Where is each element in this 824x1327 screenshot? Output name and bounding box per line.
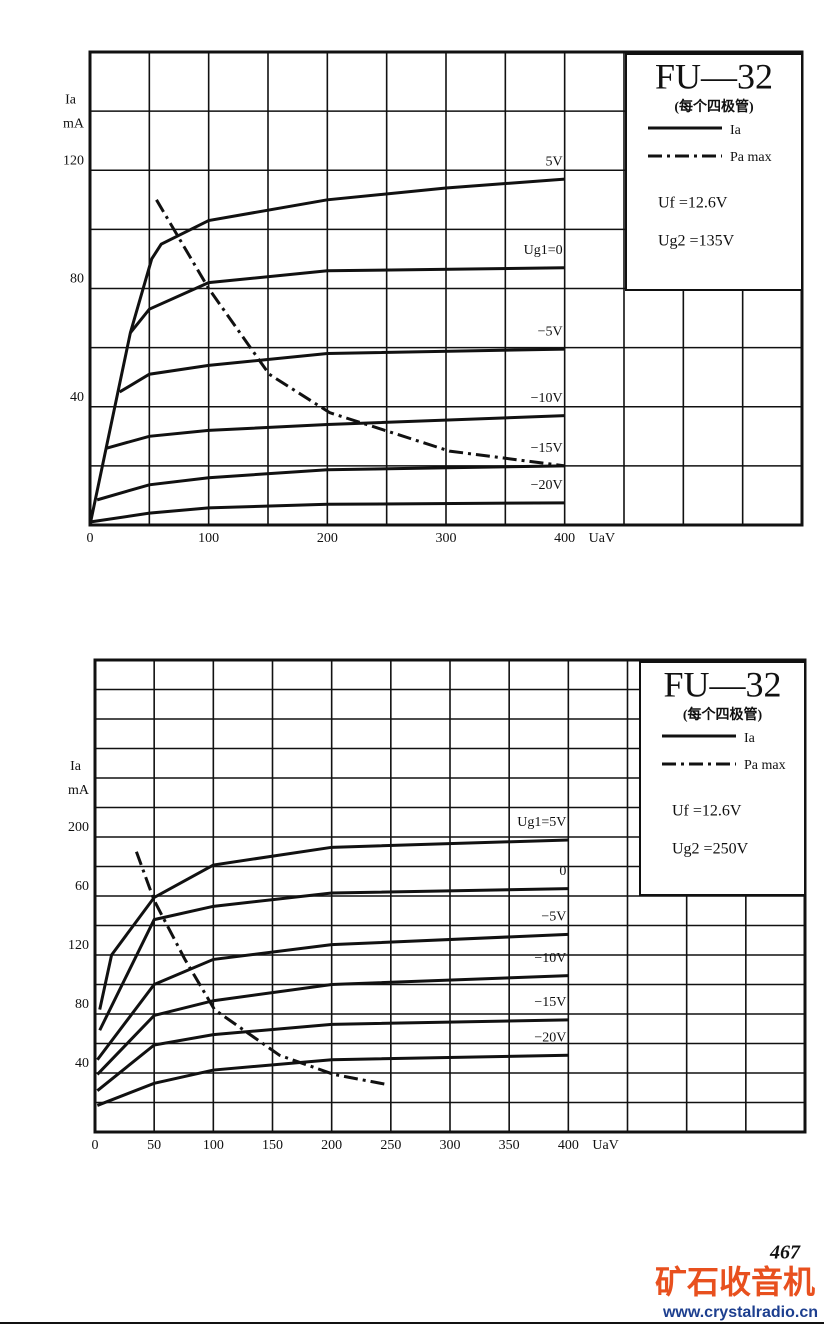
legend-label: Pa max bbox=[744, 758, 786, 773]
x-axis-label: UaV bbox=[589, 531, 615, 546]
x-tick-label: 0 bbox=[87, 531, 94, 546]
site-url: www.crystalradio.cn bbox=[662, 1304, 818, 1321]
curve-label: −5V bbox=[538, 324, 563, 339]
y-tick-label: 80 bbox=[75, 997, 89, 1012]
curve bbox=[106, 414, 565, 450]
annotation: Ug2 =250V bbox=[672, 841, 749, 858]
x-tick-label: 100 bbox=[203, 1138, 224, 1153]
curve-label: −15V bbox=[531, 441, 563, 456]
x-tick-label: 350 bbox=[499, 1138, 520, 1153]
x-axis-label: UaV bbox=[592, 1138, 618, 1153]
curve-label: −10V bbox=[531, 391, 563, 406]
x-tick-label: 300 bbox=[440, 1138, 461, 1153]
chart-title: FU—32 bbox=[655, 56, 773, 96]
logo: 矿石收音机 bbox=[655, 1263, 815, 1301]
curve bbox=[96, 932, 569, 1061]
curve bbox=[96, 974, 569, 1076]
chart-subtitle: (每个四极管) bbox=[683, 706, 763, 723]
curve-label: −20V bbox=[531, 478, 563, 493]
y-tick-label: 40 bbox=[75, 1056, 89, 1071]
x-tick-label: 400 bbox=[558, 1138, 579, 1153]
y-tick-label: 60 bbox=[75, 879, 89, 894]
curve bbox=[96, 1053, 569, 1107]
y-tick-label: 120 bbox=[68, 938, 89, 953]
y-tick-label: 200 bbox=[68, 820, 89, 835]
curve-label: Ug1=5V bbox=[517, 815, 566, 830]
x-tick-label: 200 bbox=[317, 531, 338, 546]
x-tick-label: 50 bbox=[147, 1138, 161, 1153]
curve bbox=[88, 177, 565, 526]
curve bbox=[98, 838, 569, 1010]
curve-label: 0 bbox=[559, 864, 566, 879]
curve-label: 5V bbox=[546, 154, 563, 169]
curve-label: −15V bbox=[534, 995, 566, 1010]
curve bbox=[96, 464, 565, 502]
curve bbox=[118, 347, 565, 394]
x-tick-label: 250 bbox=[380, 1138, 401, 1153]
legend-box bbox=[625, 53, 803, 291]
annotation: Uf =12.6V bbox=[658, 195, 728, 212]
curve bbox=[89, 501, 565, 524]
chart-title: FU—32 bbox=[663, 664, 781, 704]
x-tick-label: 150 bbox=[262, 1138, 283, 1153]
curve-label: −10V bbox=[534, 951, 566, 966]
x-tick-label: 400 bbox=[554, 531, 575, 546]
y-axis-unit: mA bbox=[68, 783, 90, 798]
legend-label: Ia bbox=[744, 731, 756, 746]
curve-label: −5V bbox=[541, 910, 566, 925]
y-axis-label: Ia bbox=[65, 92, 77, 107]
y-axis-unit: mA bbox=[63, 116, 85, 131]
annotation: Uf =12.6V bbox=[672, 803, 742, 820]
y-axis-label: Ia bbox=[70, 759, 82, 774]
page-number: 467 bbox=[769, 1242, 801, 1264]
legend-label: Pa max bbox=[730, 150, 772, 165]
x-tick-label: 300 bbox=[436, 531, 457, 546]
x-tick-label: 100 bbox=[198, 531, 219, 546]
curve bbox=[96, 1018, 569, 1092]
legend-label: Ia bbox=[730, 123, 742, 138]
curve-label: Ug1=0 bbox=[524, 243, 563, 258]
curve bbox=[155, 199, 565, 468]
x-tick-label: 0 bbox=[92, 1138, 99, 1153]
curve bbox=[129, 266, 565, 334]
y-tick-label: 80 bbox=[70, 272, 84, 287]
chart-subtitle: (每个四极管) bbox=[674, 98, 754, 115]
legend-box bbox=[639, 661, 806, 896]
y-tick-label: 40 bbox=[70, 390, 84, 405]
y-tick-label: 120 bbox=[63, 153, 84, 168]
x-tick-label: 200 bbox=[321, 1138, 342, 1153]
curve bbox=[98, 887, 569, 1031]
curve-label: −20V bbox=[534, 1031, 566, 1046]
annotation: Ug2 =135V bbox=[658, 233, 735, 250]
